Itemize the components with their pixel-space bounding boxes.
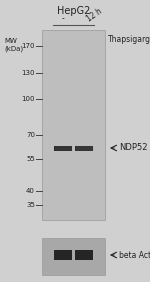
Text: 55: 55 [26, 156, 35, 162]
Text: 100: 100 [21, 96, 35, 102]
Bar [75, 146, 93, 151]
Bar [54, 146, 72, 151]
Bar [42, 30, 105, 220]
Text: 170: 170 [21, 43, 35, 49]
Text: 40: 40 [26, 188, 35, 194]
Text: MW
(kDa): MW (kDa) [4, 38, 23, 52]
Bar [42, 238, 105, 275]
Text: 130: 130 [21, 70, 35, 76]
Text: 35: 35 [26, 202, 35, 208]
Text: HepG2: HepG2 [57, 6, 90, 16]
Text: NDP52: NDP52 [119, 144, 147, 153]
Text: Thapsigargin: Thapsigargin [108, 35, 150, 44]
Bar [54, 146, 72, 151]
Bar [75, 146, 93, 151]
Bar [54, 250, 72, 260]
Text: -: - [62, 14, 64, 23]
Bar [54, 146, 72, 151]
Bar [75, 146, 93, 151]
Text: beta Actin: beta Actin [119, 250, 150, 259]
Text: 12 h: 12 h [85, 7, 104, 24]
Text: 70: 70 [26, 132, 35, 138]
Bar [75, 250, 93, 260]
